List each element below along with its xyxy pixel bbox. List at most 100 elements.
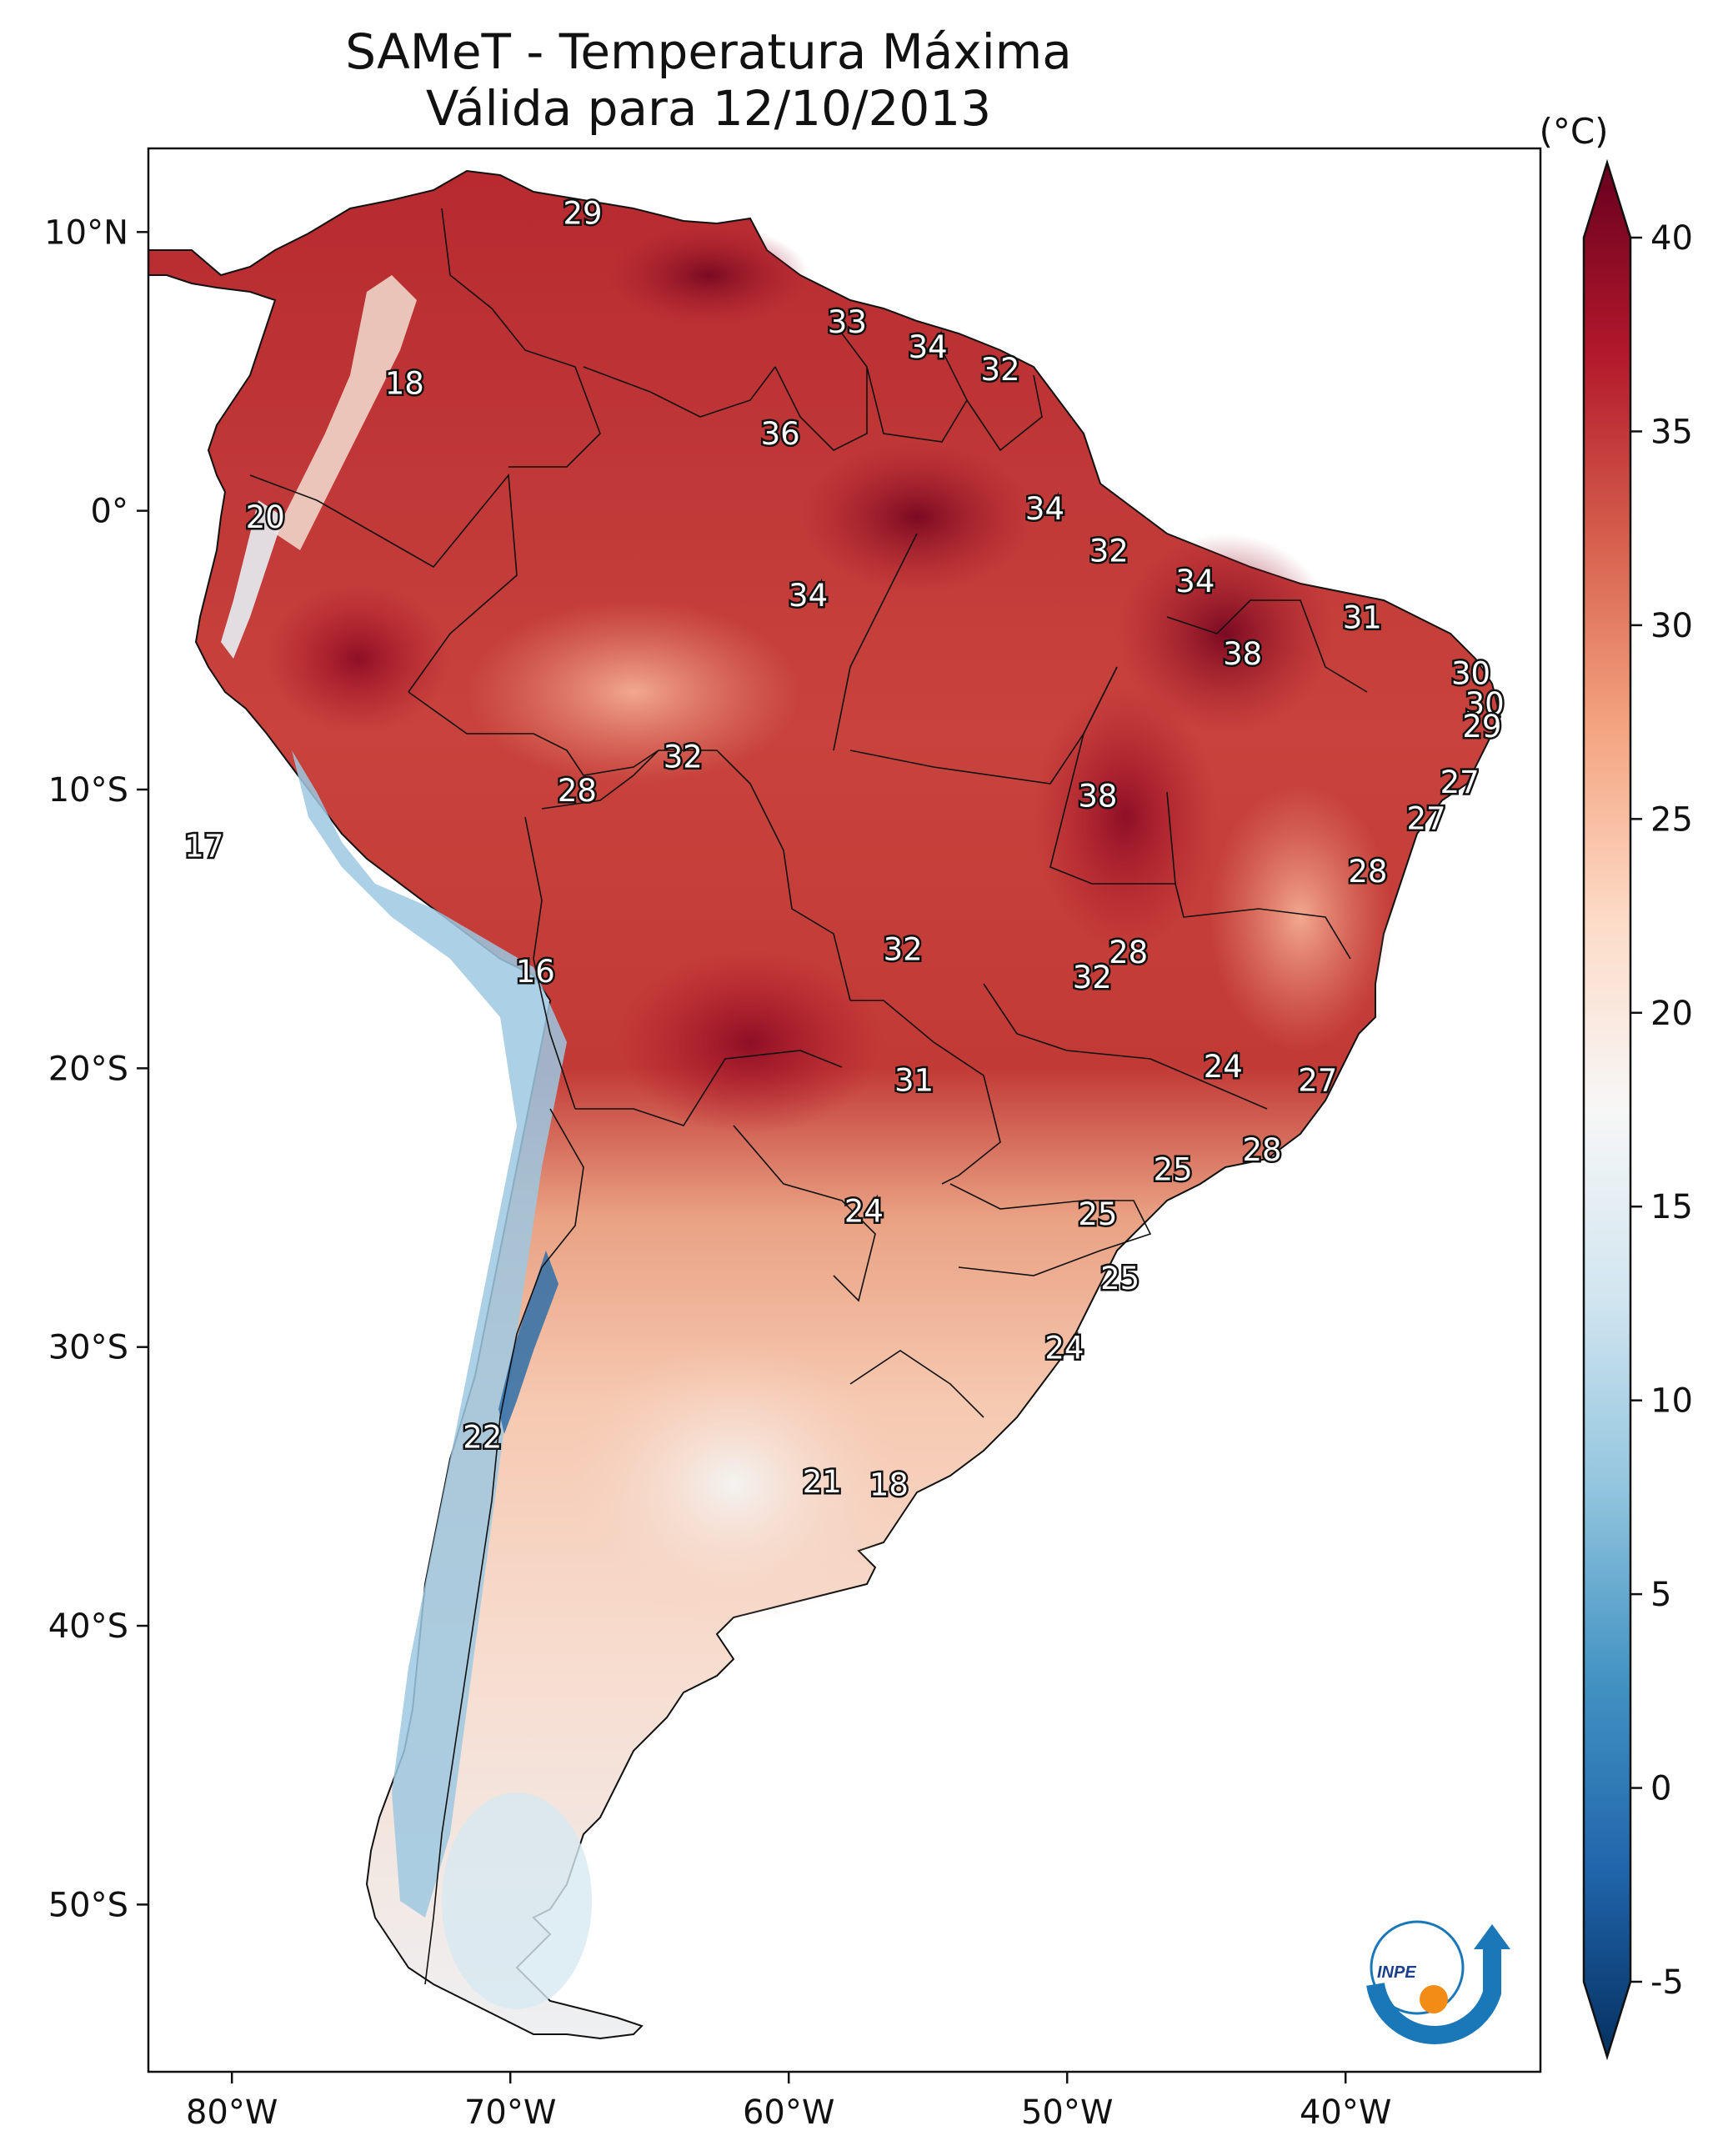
- colorbar-tick-label: 40: [1650, 219, 1693, 258]
- colorbar-tick-label: -5: [1650, 1963, 1684, 2002]
- mild-region-pampas: [567, 1342, 900, 1626]
- border-paraguay-argentina: [733, 1125, 876, 1302]
- colorbar-tick-label: 20: [1650, 995, 1693, 1033]
- border-brazil-states-ne: [1166, 599, 1368, 693]
- hot-region-bolivia: [617, 950, 884, 1134]
- hot-region-maranhao: [1117, 534, 1334, 734]
- inpe-logo: INPE: [1366, 1920, 1510, 2044]
- contour-label: 30: [1451, 655, 1490, 691]
- warm-region-amazon: [467, 600, 800, 784]
- contour-label: 18: [869, 1467, 909, 1502]
- contour-label: 32: [1073, 960, 1112, 995]
- hot-region-peru: [267, 584, 450, 734]
- colorbar-unit: (°C): [1539, 111, 1608, 152]
- border-suriname: [866, 349, 968, 443]
- map-title: SAMeT - Temperatura Máxima Válida para 1…: [250, 23, 1167, 137]
- contour-label: 25: [1078, 1196, 1117, 1232]
- contour-label: 32: [1089, 533, 1129, 569]
- lat-tick-label: 50°S: [48, 1886, 128, 1924]
- lon-tick-label: 80°W: [186, 2093, 278, 2132]
- inpe-logo-arrow: [1474, 1924, 1510, 1949]
- latitude-ticks: 10°N 0° 10°S 20°S 30°S 40°S 50°S: [44, 213, 148, 1924]
- warm-region-bahia: [1209, 784, 1392, 1050]
- contour-label: 32: [980, 352, 1019, 388]
- contour-label: 29: [1462, 709, 1501, 745]
- contour-label: 30: [1465, 686, 1505, 722]
- map-border: [147, 147, 1542, 2073]
- country-borders: [249, 208, 1368, 1985]
- contour-label: 20: [246, 499, 285, 535]
- contour-label: 38: [1078, 779, 1117, 815]
- border-venezuela-colombia: [441, 208, 601, 468]
- inpe-logo-sun: [1420, 1985, 1448, 2013]
- cool-region-colombia-andes: [275, 275, 417, 550]
- lat-tick-label: 0°: [91, 493, 128, 531]
- colorbar: (°C) 40 35 30 25 20 15 10 5 0 -5: [1539, 111, 1693, 2061]
- cold-region-andes: [292, 750, 567, 1918]
- contour-label: 34: [789, 578, 828, 614]
- cool-region-ecuador-andes: [221, 500, 283, 659]
- colorbar-tick-label: 25: [1650, 800, 1693, 839]
- contour-label: 21: [803, 1464, 842, 1500]
- lat-tick-label: 10°S: [48, 771, 128, 810]
- contour-label: 24: [844, 1194, 884, 1230]
- colorbar-tick-label: 0: [1650, 1770, 1671, 1808]
- lat-tick-label: 30°S: [48, 1329, 128, 1367]
- lon-tick-label: 70°W: [464, 2093, 556, 2132]
- border-brazil-states-ms: [850, 1000, 1001, 1185]
- contour-label: 31: [1343, 600, 1382, 636]
- hot-region-para: [800, 442, 1034, 592]
- colorbar-body: [1582, 158, 1632, 2061]
- border-argentina-chile: [424, 1108, 584, 1985]
- lat-tick-label: 20°S: [48, 1050, 128, 1088]
- contour-label: 29: [563, 196, 602, 232]
- contour-label: 28: [1109, 935, 1148, 970]
- contour-label: 27: [1298, 1063, 1337, 1099]
- title-line-2: Válida para 12/10/2013: [425, 80, 992, 137]
- colorbar-tick-label: 5: [1650, 1576, 1671, 1614]
- contour-label: 24: [1044, 1331, 1084, 1366]
- colorbar-ticks: 40 35 30 25 20 15 10 5 0 -5: [1630, 219, 1693, 2002]
- border-bolivia-brazil: [541, 750, 851, 1001]
- contour-label: 28: [1242, 1132, 1281, 1168]
- colorbar-tick-label: 10: [1650, 1382, 1693, 1421]
- contour-label: 27: [1440, 765, 1480, 800]
- lat-tick-label: 10°N: [44, 213, 128, 252]
- contour-label: 24: [1204, 1049, 1243, 1085]
- border-brazil-uruguay: [849, 1350, 984, 1418]
- contour-label: 18: [385, 366, 424, 402]
- very-cold-region-aconcagua: [498, 1251, 558, 1434]
- contour-label: 17: [184, 829, 223, 865]
- lon-tick-label: 60°W: [743, 2093, 834, 2132]
- contour-label: 25: [1154, 1152, 1193, 1188]
- temperature-field: [221, 225, 1392, 2009]
- border-french-guiana: [966, 374, 1043, 452]
- border-brazil-states-south: [949, 1183, 1152, 1276]
- border-bolivia-paraguay: [575, 1050, 843, 1126]
- contour-label: 28: [1348, 854, 1387, 890]
- contour-label: 32: [884, 931, 923, 967]
- hot-region-tocantins: [1034, 684, 1217, 950]
- border-guyana: [774, 333, 868, 451]
- border-colombia-peru: [249, 473, 518, 693]
- border-brazil-peru: [408, 691, 659, 776]
- inpe-logo-orbit: [1370, 1920, 1465, 2015]
- lon-tick-label: 40°W: [1300, 2093, 1391, 2132]
- inpe-logo-text: INPE: [1377, 1963, 1416, 1982]
- contour-label: 34: [1175, 564, 1215, 599]
- contour-label: 31: [894, 1063, 934, 1099]
- contour-label: 36: [761, 416, 800, 452]
- contour-label: 25: [1100, 1261, 1139, 1296]
- inpe-logo-arc: [1366, 1943, 1501, 2044]
- longitude-ticks: 80°W 70°W 60°W 50°W 40°W: [186, 2072, 1391, 2132]
- contour-label: 22: [463, 1420, 502, 1456]
- contour-label: 34: [1025, 491, 1064, 527]
- contour-label: 28: [558, 773, 597, 809]
- border-brazil-states-bahia: [1175, 883, 1351, 960]
- contour-label: 38: [1223, 636, 1262, 672]
- contour-label: 33: [828, 304, 867, 340]
- contour-label: 27: [1407, 800, 1446, 836]
- lat-tick-label: 40°S: [48, 1607, 128, 1646]
